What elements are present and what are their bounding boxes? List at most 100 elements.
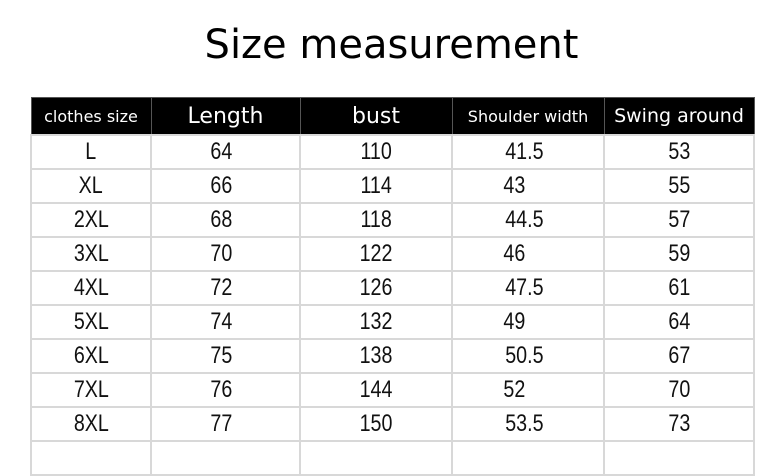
cell-swing-around: 59 [603,236,755,272]
cell-length: 75 [150,338,301,374]
cell-text: 3XL [73,240,109,267]
cell-text: 44.5 [505,206,544,233]
cell-bust: 114 [299,168,453,204]
cell-shoulder-width: 49 [451,304,605,340]
cell-shoulder-width: 44.5 [451,202,605,238]
cell-text: 118 [360,206,392,233]
header-bust: bust [299,97,453,136]
cell-bust: 122 [299,236,453,272]
cell-text: 57 [668,206,690,233]
cell-text: 75 [210,342,233,369]
cell-text: 73 [668,410,690,437]
cell-bust: 126 [299,270,453,306]
table-row: 3XL 70 122 46 59 [30,236,755,272]
cell-size: 8XL [30,406,152,442]
page-title: Size measurement [204,22,579,68]
cell-swing-around: 64 [603,304,755,340]
cell-text: XL [78,172,104,199]
cell-bust: 144 [299,372,453,408]
cell-text: 5XL [73,308,109,335]
cell-shoulder-width: 50.5 [451,338,605,374]
cell-text: 49 [503,308,526,335]
cell-text: 67 [668,342,690,369]
cell-swing-around: 67 [603,338,755,374]
cell-text: 76 [210,376,233,403]
cell-length: 77 [150,406,301,442]
cell-swing-around: 53 [603,134,755,170]
cell-text: 126 [359,274,393,301]
cell-text: 8XL [73,410,109,437]
cell-shoulder-width: 53.5 [451,406,605,442]
empty-cell [451,440,605,476]
cell-text: 144 [359,376,393,403]
cell-length: 66 [150,168,301,204]
cell-shoulder-width: 46 [451,236,605,272]
cell-shoulder-width: 52 [451,372,605,408]
cell-bust: 138 [299,338,453,374]
cell-bust: 110 [299,134,453,170]
header-swing-around: Swing around [603,97,755,136]
cell-size: 3XL [30,236,152,272]
cell-text: 77 [210,410,233,437]
empty-cell [603,440,755,476]
cell-text: 70 [668,376,690,403]
cell-text: 41.5 [505,138,544,165]
cell-text: 59 [668,240,690,267]
cell-text: 53.5 [505,410,544,437]
cell-text: 50.5 [505,342,544,369]
cell-text: 55 [668,172,690,199]
cell-text: 122 [359,240,393,267]
table-row: XL 66 114 43 55 [30,168,755,204]
cell-shoulder-width: 43 [451,168,605,204]
cell-size: XL [30,168,152,204]
cell-text: 138 [359,342,393,369]
cell-swing-around: 70 [603,372,755,408]
cell-bust: 132 [299,304,453,340]
cell-text: 53 [668,138,690,165]
header-row: clothes size Length bust Shoulder width … [30,97,755,136]
cell-size: 6XL [30,338,152,374]
table-row: 8XL 77 150 53.5 73 [30,406,755,442]
cell-text: 132 [359,308,393,335]
empty-cell [299,440,453,476]
cell-swing-around: 55 [603,168,755,204]
cell-text: 7XL [73,376,109,403]
cell-text: 150 [359,410,393,437]
cell-swing-around: 57 [603,202,755,238]
cell-swing-around: 73 [603,406,755,442]
cell-length: 70 [150,236,301,272]
cell-text: 114 [360,172,392,199]
cell-text: 4XL [73,274,109,301]
cell-text: 70 [210,240,233,267]
empty-cell [150,440,301,476]
header-shoulder-width: Shoulder width [451,97,605,136]
cell-length: 64 [150,134,301,170]
header-length: Length [150,97,301,136]
cell-size: 2XL [30,202,152,238]
cell-shoulder-width: 47.5 [451,270,605,306]
cell-text: 110 [360,138,392,165]
cell-swing-around: 61 [603,270,755,306]
cell-text: 61 [668,274,690,301]
table-row: 6XL 75 138 50.5 67 [30,338,755,374]
cell-size: 5XL [30,304,152,340]
cell-text: 74 [210,308,233,335]
table-row: 7XL 76 144 52 70 [30,372,755,408]
header-clothes-size: clothes size [30,97,152,136]
cell-length: 68 [150,202,301,238]
table-row: L 64 110 41.5 53 [30,134,755,170]
cell-bust: 150 [299,406,453,442]
cell-size: L [30,134,152,170]
cell-bust: 118 [299,202,453,238]
cell-shoulder-width: 41.5 [451,134,605,170]
cell-text: 66 [210,172,233,199]
cell-length: 76 [150,372,301,408]
cell-text: 43 [503,172,526,199]
cell-length: 74 [150,304,301,340]
cell-text: 64 [668,308,690,335]
empty-row [30,440,755,476]
cell-text: 47.5 [505,274,544,301]
table-row: 4XL 72 126 47.5 61 [30,270,755,306]
empty-cell [30,440,152,476]
cell-text: 2XL [73,206,109,233]
